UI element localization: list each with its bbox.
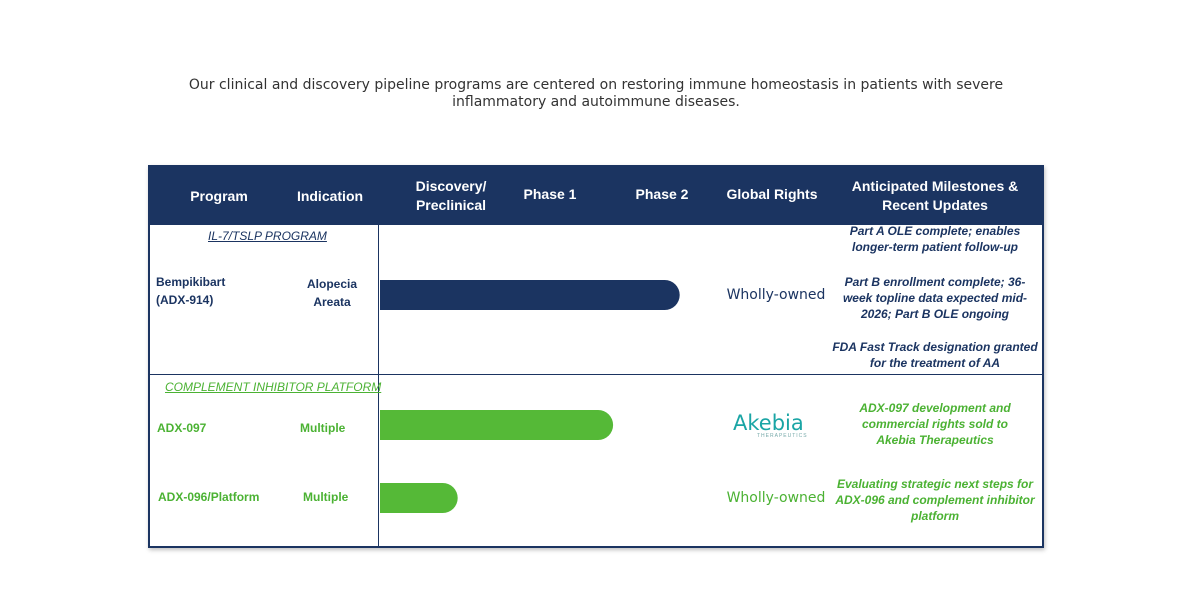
column-divider	[378, 225, 379, 546]
milestone-fast-track: FDA Fast Track designation granted for t…	[832, 340, 1038, 370]
pipeline-table: Program Indication Discovery/Preclinical…	[148, 165, 1044, 548]
milestone-adx096: Evaluating strategic next steps for ADX-…	[835, 477, 1035, 523]
indication-alopecia: Alopecia Areata	[306, 277, 357, 309]
table-header: Program Indication Discovery/Preclinical…	[150, 167, 1042, 225]
milestone-adx097: ADX-097 development and commercial right…	[859, 401, 1011, 447]
header-phase1: Phase 1	[523, 186, 577, 202]
intro-text: Our clinical and discovery pipeline prog…	[188, 77, 1004, 110]
rights-bempikibart: Wholly-owned	[726, 287, 826, 303]
program-adx097: ADX-097	[157, 421, 207, 435]
milestone-part-b: Part B enrollment complete; 36-week topl…	[842, 275, 1028, 321]
pipeline-bar-1	[365, 280, 680, 310]
program-adx096: ADX-096/Platform	[158, 490, 260, 504]
indication-adx096: Multiple	[303, 490, 349, 504]
header-program: Program	[190, 188, 248, 204]
pipeline-bar-2	[365, 410, 613, 440]
indication-adx097: Multiple	[300, 421, 346, 435]
section-title-il7: IL-7/TSLP PROGRAM	[208, 229, 327, 243]
header-indication: Indication	[296, 188, 364, 204]
header-global-rights: Global Rights	[726, 186, 818, 202]
section-title-complement: COMPLEMENT INHIBITOR PLATFORM	[165, 380, 382, 394]
milestone-part-a: Part A OLE complete; enables longer-term…	[849, 224, 1021, 254]
header-phase2: Phase 2	[635, 186, 689, 202]
program-bempikibart: Bempikibart (ADX-914)	[156, 275, 226, 307]
rights-adx096: Wholly-owned	[726, 490, 826, 506]
pipeline-bars	[150, 167, 1042, 546]
pipeline-bar-3	[365, 483, 458, 513]
header-milestones: Anticipated Milestones & Recent Updates	[851, 178, 1019, 213]
header-discovery: Discovery/Preclinical	[415, 178, 487, 213]
akebia-logo: Akebia THERAPEUTICS	[733, 411, 808, 439]
section-divider	[150, 374, 1042, 375]
